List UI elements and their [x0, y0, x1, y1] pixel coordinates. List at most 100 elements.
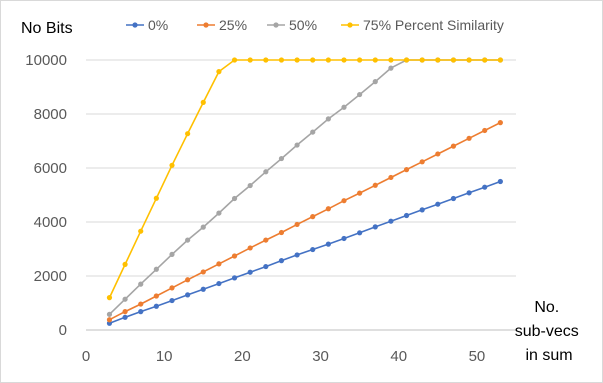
data-point [325, 57, 331, 63]
y-axis-title: No Bits [21, 20, 73, 37]
data-point [247, 245, 253, 251]
legend-entry: 25% [197, 17, 247, 33]
data-point [341, 57, 347, 63]
data-point [450, 195, 457, 202]
data-point [403, 167, 410, 173]
data-point [138, 309, 144, 315]
y-tick-label: 4000 [34, 214, 67, 231]
data-point [138, 228, 144, 234]
legend-label: 25% [219, 17, 247, 33]
data-point [310, 129, 316, 135]
data-point [419, 207, 425, 213]
data-point [372, 79, 378, 85]
y-tick-label: 6000 [34, 160, 67, 177]
legend-marker [203, 22, 209, 28]
data-point [200, 269, 206, 275]
legend-marker [132, 22, 138, 28]
x-axis-title-line-1: No. [534, 299, 559, 316]
data-point [357, 57, 363, 63]
data-point [278, 258, 285, 264]
data-point [372, 182, 378, 188]
data-point [388, 174, 394, 181]
x-tick-label: 30 [312, 348, 329, 365]
legend-entry: 50% [267, 17, 317, 33]
data-point [403, 212, 410, 219]
x-tick-label: 10 [156, 348, 173, 365]
data-point [435, 57, 441, 63]
data-point [185, 277, 191, 283]
data-point [263, 263, 269, 270]
data-point [310, 214, 316, 220]
legend-label: 50% [289, 17, 317, 33]
data-point [388, 218, 394, 224]
data-point [169, 162, 175, 168]
legend-marker [273, 22, 279, 28]
data-point [185, 131, 191, 137]
data-point [325, 116, 331, 122]
grid [86, 59, 516, 277]
data-point [169, 297, 175, 304]
legend: 0% 25% 50% 75% Percent Similarity [126, 17, 504, 33]
legend-marker [347, 22, 353, 28]
x-tick-label: 0 [82, 348, 90, 365]
legend-label: 75% Percent Similarity [363, 17, 504, 33]
data-point [325, 241, 331, 247]
data-point [153, 303, 159, 309]
y-tick-label: 0 [59, 322, 67, 339]
data-point [200, 286, 206, 292]
data-point [263, 237, 269, 243]
data-point [325, 206, 331, 212]
data-point [122, 314, 128, 320]
series-line [108, 59, 501, 298]
data-point [497, 120, 503, 126]
data-point [403, 57, 410, 63]
data-point [106, 317, 113, 323]
data-point [216, 280, 222, 287]
axes: 0 2000 4000 6000 8000 10000 0 10 20 30 40 50 [25, 52, 516, 365]
series-line [109, 180, 501, 325]
series [106, 57, 503, 326]
x-tick-label: 40 [390, 348, 407, 365]
data-point [341, 235, 347, 242]
y-tick-label: 8000 [34, 106, 67, 123]
data-point [200, 224, 206, 230]
data-point [185, 237, 191, 243]
data-point [310, 57, 316, 63]
data-point [247, 57, 253, 63]
data-point [435, 201, 441, 207]
data-point [357, 230, 363, 236]
data-point [466, 190, 472, 196]
data-point [278, 155, 285, 162]
data-point [482, 127, 488, 134]
legend-label: 0% [148, 17, 168, 33]
data-point [310, 246, 316, 253]
x-axis-title: No. sub-vecs in sum [515, 299, 583, 364]
data-point [294, 142, 300, 148]
data-point [372, 224, 378, 230]
data-point [247, 269, 253, 275]
data-point [247, 182, 253, 189]
data-point [482, 57, 488, 63]
data-point [357, 190, 363, 196]
data-point [231, 253, 238, 259]
data-point [185, 292, 191, 298]
data-point [169, 251, 175, 257]
data-point [200, 99, 206, 105]
data-point [466, 57, 472, 63]
data-point [341, 104, 347, 110]
data-point [138, 281, 144, 287]
data-point [231, 195, 238, 202]
data-point [169, 285, 175, 291]
data-point [497, 57, 503, 63]
data-point [216, 210, 222, 216]
data-point [231, 275, 238, 281]
series-3 [106, 57, 503, 301]
data-point [419, 57, 425, 63]
series-0 [106, 178, 503, 326]
data-point [372, 57, 378, 63]
data-point [138, 301, 144, 307]
data-point [278, 57, 285, 63]
legend-entry: 75% Percent Similarity [341, 17, 504, 33]
